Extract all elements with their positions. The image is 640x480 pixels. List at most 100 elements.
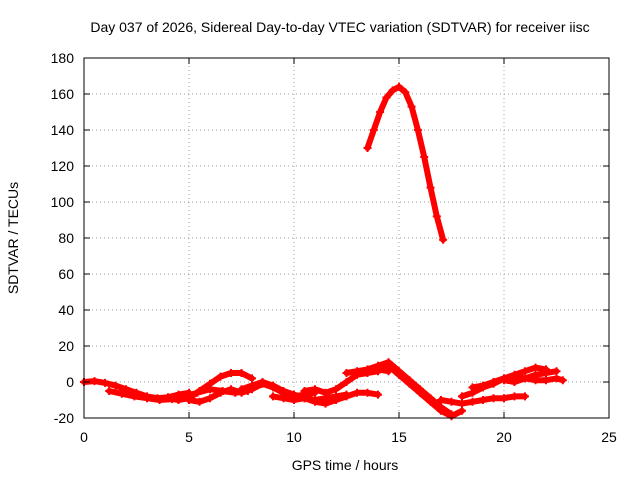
data-point-satellite-11-6 bbox=[521, 367, 529, 376]
data-point-satellite-2-3 bbox=[143, 394, 151, 403]
data-point-satellite-5-4 bbox=[279, 387, 288, 395]
data-point-satellite-12-8 bbox=[552, 374, 561, 383]
data-point-satellite-14-8 bbox=[413, 126, 422, 134]
grid-group bbox=[84, 58, 609, 418]
data-point-satellite-12-2 bbox=[489, 378, 498, 386]
data-point-satellite-6-8 bbox=[353, 388, 361, 397]
data-point-satellite-14-4 bbox=[388, 86, 397, 95]
data-point-satellite-1-1 bbox=[90, 377, 99, 386]
data-point-satellite-4-2 bbox=[206, 394, 214, 403]
data-point-satellite-5-0 bbox=[237, 385, 246, 394]
data-point-satellite-9-5 bbox=[405, 379, 414, 388]
x-tick-label-25: 25 bbox=[601, 429, 617, 445]
data-point-satellite-11-7 bbox=[531, 363, 540, 372]
data-point-satellite-9-3 bbox=[384, 361, 393, 370]
data-point-satellite-9-0 bbox=[353, 370, 361, 379]
x-tick-label-5: 5 bbox=[185, 429, 193, 445]
data-point-satellite-14-7 bbox=[407, 102, 416, 111]
data-point-satellite-10-8 bbox=[521, 392, 529, 401]
data-point-satellite-13-5 bbox=[552, 367, 561, 376]
data-point-satellite-10-6 bbox=[500, 394, 508, 403]
data-point-satellite-6-5 bbox=[321, 399, 330, 408]
data-point-satellite-10-1 bbox=[447, 397, 456, 406]
data-point-satellite-9-10 bbox=[458, 406, 466, 415]
axes-group: 0 5 10 15 20 25 -20 0 20 40 60 80 100 120 140 160 180 bbox=[51, 50, 617, 445]
data-point-satellite-9-6 bbox=[416, 388, 424, 397]
data-point-satellite-11-0 bbox=[458, 392, 466, 401]
data-point-satellite-12-9 bbox=[558, 376, 567, 385]
data-point-satellite-14-11 bbox=[432, 212, 441, 221]
data-point-satellite-3-5 bbox=[216, 372, 225, 381]
y-tick-label-20: 20 bbox=[58, 338, 74, 354]
data-point-satellite-6-3 bbox=[300, 394, 309, 403]
data-point-satellite-6-4 bbox=[311, 397, 319, 406]
data-point-satellite-9-8 bbox=[437, 406, 445, 415]
data-point-satellite-6-0 bbox=[269, 392, 277, 401]
data-point-satellite-5-1 bbox=[248, 381, 256, 390]
data-point-satellite-12-1 bbox=[479, 381, 487, 390]
x-tick-label-15: 15 bbox=[391, 429, 407, 445]
y-tick-label-120: 120 bbox=[51, 158, 75, 174]
data-point-satellite-13-3 bbox=[531, 370, 540, 379]
y-tick-label-100: 100 bbox=[51, 194, 75, 210]
data-point-satellite-3-6 bbox=[227, 369, 235, 377]
data-point-satellite-4-4 bbox=[227, 385, 235, 394]
x-tick-label-20: 20 bbox=[496, 429, 512, 445]
data-point-satellite-10-0 bbox=[437, 396, 445, 404]
data-point-satellite-7-3 bbox=[332, 385, 340, 394]
data-point-satellite-1-2 bbox=[101, 378, 109, 387]
y-tick-label-60: 60 bbox=[58, 266, 74, 282]
data-point-satellite-3-1 bbox=[174, 396, 183, 404]
data-point-satellite-14-3 bbox=[382, 93, 391, 102]
data-point-satellite-14-1 bbox=[369, 126, 378, 134]
data-point-satellite-10-7 bbox=[510, 392, 519, 401]
data-point-satellite-6-9 bbox=[363, 388, 372, 397]
data-point-satellite-4-3 bbox=[216, 388, 225, 397]
data-point-satellite-9-9 bbox=[447, 412, 456, 421]
data-point-satellite-4-1 bbox=[195, 397, 204, 406]
data-point-satellite-7-0 bbox=[300, 387, 309, 395]
data-point-satellite-14-10 bbox=[426, 183, 435, 192]
data-point-satellite-6-2 bbox=[290, 396, 298, 404]
data-point-satellite-3-0 bbox=[164, 394, 172, 403]
data-point-satellite-4-0 bbox=[185, 396, 193, 404]
data-point-satellite-12-7 bbox=[542, 376, 550, 385]
data-point-satellite-13-4 bbox=[542, 369, 550, 377]
data-point-satellite-5-3 bbox=[269, 381, 277, 390]
data-point-satellite-5-2 bbox=[258, 378, 267, 386]
data-point-satellite-12-0 bbox=[468, 383, 477, 392]
data-point-satellite-14-0 bbox=[363, 144, 372, 152]
data-point-satellite-9-1 bbox=[363, 369, 372, 377]
y-tick-label-160: 160 bbox=[51, 86, 75, 102]
data-point-satellite-2-0 bbox=[105, 387, 114, 395]
x-axis-label: GPS time / hours bbox=[292, 457, 399, 473]
data-point-satellite-13-2 bbox=[521, 374, 529, 383]
series-group bbox=[80, 82, 567, 421]
data-point-satellite-13-1 bbox=[510, 378, 519, 386]
y-tick-label-40: 40 bbox=[58, 302, 74, 318]
data-point-satellite-9-2 bbox=[374, 367, 382, 376]
data-point-satellite-8-0 bbox=[342, 369, 351, 377]
data-point-satellite-3-3 bbox=[195, 387, 204, 395]
y-tick-label-80: 80 bbox=[58, 230, 74, 246]
y-tick-label-140: 140 bbox=[51, 122, 75, 138]
data-point-satellite-9-7 bbox=[426, 397, 435, 406]
data-point-satellite-14-2 bbox=[376, 108, 385, 116]
y-tick-label--20: -20 bbox=[54, 410, 74, 426]
data-point-satellite-6-7 bbox=[342, 392, 351, 401]
data-point-satellite-14-9 bbox=[420, 153, 429, 161]
data-point-satellite-3-7 bbox=[237, 369, 246, 377]
y-tick-label-0: 0 bbox=[66, 374, 74, 390]
data-point-satellite-10-4 bbox=[479, 396, 487, 404]
data-point-satellite-3-8 bbox=[248, 374, 256, 383]
data-point-satellite-6-10 bbox=[374, 390, 382, 399]
data-point-satellite-14-6 bbox=[401, 88, 410, 97]
data-point-satellite-10-2 bbox=[458, 399, 466, 408]
data-point-satellite-2-4 bbox=[155, 396, 164, 404]
data-point-satellite-3-4 bbox=[206, 379, 214, 388]
y-tick-label-180: 180 bbox=[51, 50, 75, 66]
data-point-satellite-2-1 bbox=[117, 389, 126, 398]
data-point-satellite-13-0 bbox=[500, 376, 508, 385]
